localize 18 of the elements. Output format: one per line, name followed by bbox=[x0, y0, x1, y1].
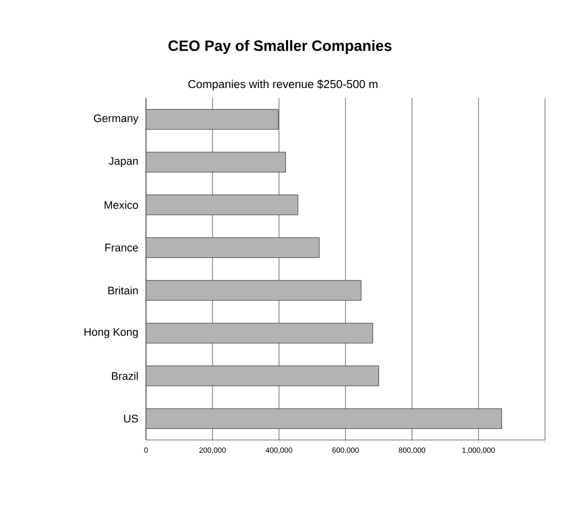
bar bbox=[146, 408, 502, 429]
bar bbox=[146, 280, 362, 301]
bar bbox=[146, 109, 279, 130]
chart-subtitle: Companies with revenue $250-500 m bbox=[188, 80, 378, 90]
bar bbox=[146, 322, 373, 344]
bar bbox=[146, 152, 286, 172]
y-tick-label: Mexico bbox=[104, 200, 138, 209]
y-tick-label: Germany bbox=[94, 114, 138, 124]
y-tick-label: France bbox=[105, 244, 138, 252]
bar bbox=[146, 194, 298, 216]
bar bbox=[146, 366, 379, 386]
y-tick-label: US bbox=[124, 414, 138, 422]
chart-title: CEO Pay of Smaller Companies bbox=[168, 40, 392, 54]
y-tick-label: Britain bbox=[108, 286, 138, 294]
bar bbox=[146, 237, 320, 258]
y-tick-label: Brazil bbox=[112, 372, 138, 380]
y-tick-label: Hong Kong bbox=[84, 328, 138, 338]
y-tick-label: Japan bbox=[108, 157, 138, 168]
